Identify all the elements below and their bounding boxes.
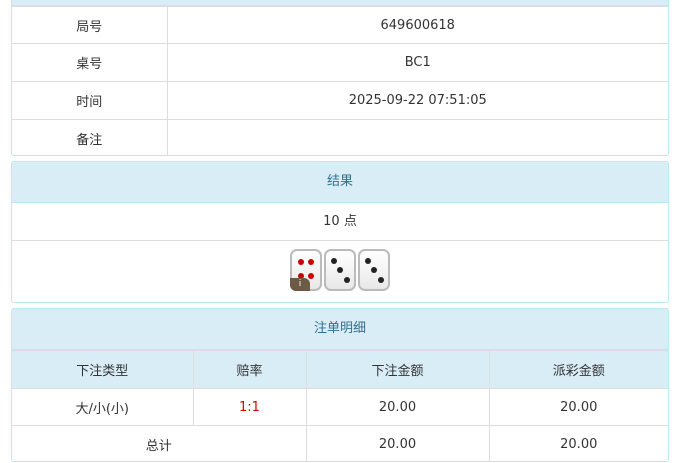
info-badge-icon[interactable]: i	[290, 278, 310, 291]
info-row-table: 桌号 BC1	[12, 43, 668, 82]
die-four-icon: i	[290, 249, 322, 291]
result-panel: 结果 10 点 i	[11, 161, 669, 303]
dice-row: i	[12, 241, 668, 302]
info-row-round: 局号 649600618	[12, 6, 668, 44]
info-row-time: 时间 2025-09-22 07:51:05	[12, 81, 668, 120]
bets-panel: 注单明细 下注类型 赔率 下注金额 派彩金额 大/小(小) 1:1 20.00 …	[11, 308, 669, 462]
die-three-icon	[324, 249, 356, 291]
info-table: 局号 649600618 桌号 BC1 时间 2025-09-22 07:51:05 …	[12, 6, 668, 155]
info-row-remark: 备注	[12, 119, 668, 155]
bets-table: 下注类型 赔率 下注金额 派彩金额 大/小(小) 1:1 20.00 20.00…	[12, 350, 668, 461]
die-three-icon	[358, 249, 390, 291]
total-row: 总计 20.00 20.00	[12, 425, 668, 461]
table-row: 大/小(小) 1:1 20.00 20.00	[12, 388, 668, 426]
result-points: 10 点	[12, 203, 668, 241]
bets-header-row: 下注类型 赔率 下注金额 派彩金额	[12, 350, 668, 389]
bets-title: 注单明细	[12, 309, 668, 350]
info-panel: 局号 649600618 桌号 BC1 时间 2025-09-22 07:51:05 …	[11, 0, 669, 156]
result-title: 结果	[12, 162, 668, 203]
